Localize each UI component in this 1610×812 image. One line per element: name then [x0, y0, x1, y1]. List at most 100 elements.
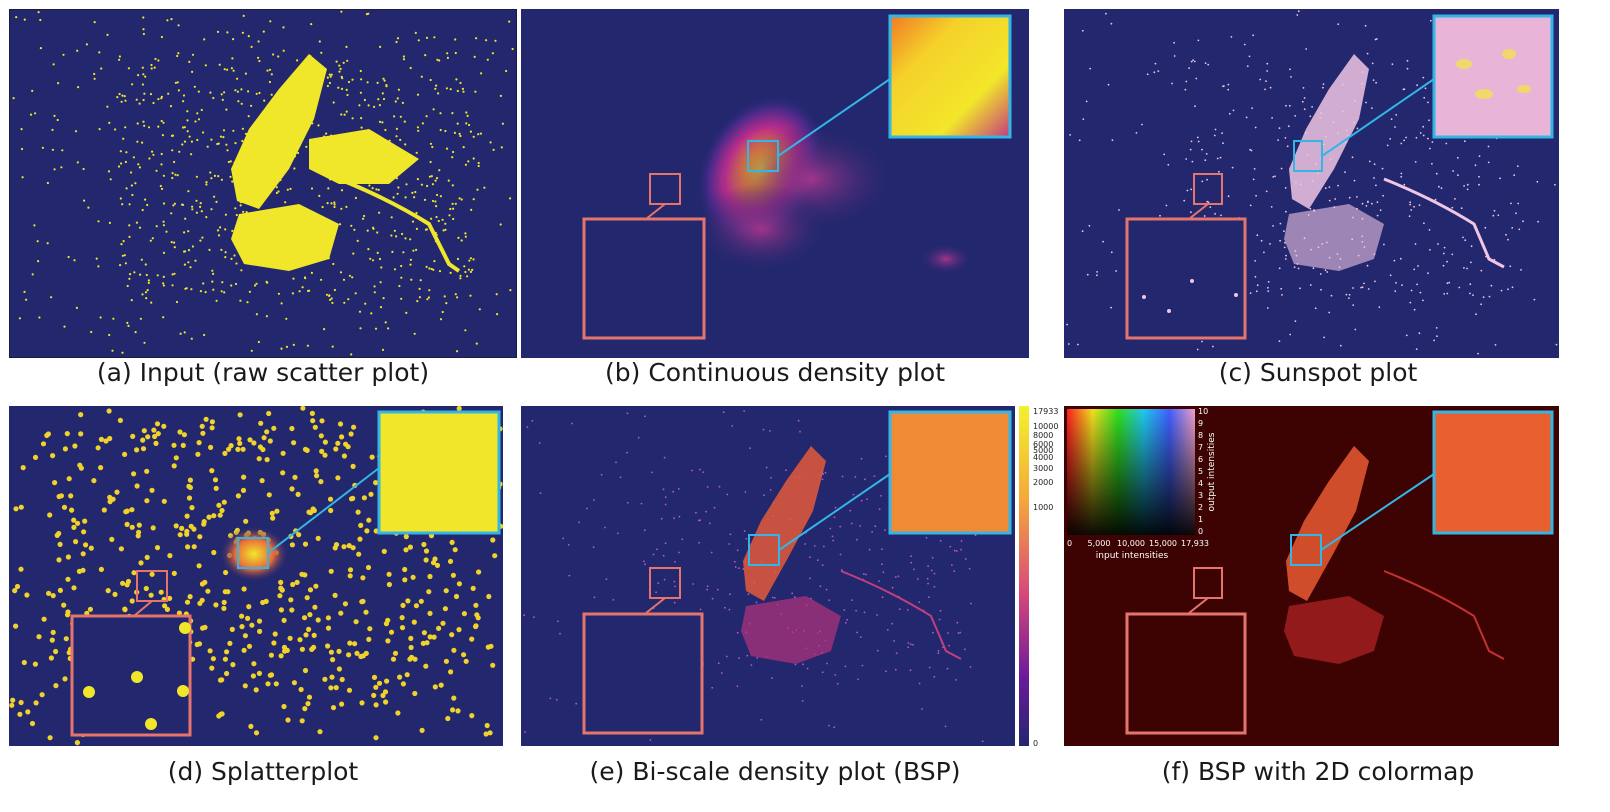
scatter-dot [318, 479, 324, 485]
scatter-dot [329, 75, 332, 78]
scatter-dot [56, 530, 62, 537]
scatter-dot [112, 317, 115, 320]
scatter-dot [1360, 286, 1363, 289]
scatter-dot [417, 39, 420, 42]
scatter-dot [338, 70, 341, 73]
scatter-dot [62, 53, 65, 56]
scatter-dot [375, 188, 378, 191]
scatter-dot [408, 635, 414, 641]
scatter-dot [856, 538, 858, 541]
scatter-dot [1403, 139, 1405, 142]
scatter-dot [898, 608, 901, 610]
scatter-dot [234, 142, 237, 145]
scatter-dot [318, 433, 324, 439]
scatter-dot [844, 665, 847, 668]
scatter-dot [78, 412, 84, 418]
scatter-dot [194, 259, 197, 262]
scatter-dot [1365, 101, 1367, 104]
scatter-dot [246, 643, 253, 649]
scatter-dot [1365, 205, 1368, 207]
scatter-dot [1555, 343, 1558, 346]
scatter-dot [523, 614, 526, 617]
scatter-dot [328, 81, 331, 85]
scatter-dot [347, 573, 353, 579]
scatter-dot [1196, 348, 1199, 351]
scatter-dot [486, 593, 492, 600]
scatter-dot [1405, 334, 1408, 337]
scatter-dot [472, 157, 475, 160]
scatter-dot [1115, 270, 1117, 272]
scatter-dot [957, 632, 960, 634]
scatter-dot [893, 640, 895, 642]
scatter-dot [15, 16, 18, 19]
scatter-dot [871, 530, 873, 533]
scatter-dot [134, 331, 137, 334]
scatter-dot [1435, 327, 1438, 329]
scatter-dot [313, 468, 319, 474]
scatter-dot [468, 259, 471, 262]
scatter-dot [612, 599, 615, 601]
scatter-dot [169, 105, 173, 108]
scatter-dot [83, 199, 86, 202]
scatter-dot [1248, 55, 1251, 58]
scatter-dot [910, 555, 912, 558]
scatter-dot [854, 476, 857, 478]
scatter-dot [655, 591, 657, 594]
scatter-dot [134, 447, 140, 453]
scatter-dot [1353, 179, 1356, 182]
scatter-dot [447, 558, 454, 564]
scatter-dot [220, 290, 223, 293]
scatter-dot [64, 612, 71, 618]
scatter-dot [203, 333, 206, 337]
scatter-dot [205, 183, 208, 186]
scatter-dot [137, 74, 140, 77]
scatter-dot [1209, 206, 1212, 209]
scatter-dot [964, 648, 966, 651]
scatter-dot [373, 291, 376, 294]
scatter-dot [381, 92, 384, 95]
scatter-dot [663, 456, 666, 459]
brooklyn-shape [231, 204, 339, 271]
scatter-dot [201, 519, 207, 525]
colormap-y-tick: 8 [1198, 431, 1203, 440]
scatter-dot [29, 113, 33, 116]
scatter-dot [170, 241, 173, 244]
scatter-dot [1463, 267, 1465, 269]
scatter-dot [351, 424, 357, 430]
scatter-dot [140, 437, 146, 443]
scatter-dot [1163, 153, 1166, 156]
scatter-dot [132, 156, 135, 159]
scatter-dot [179, 332, 182, 335]
scatter-dot [1283, 246, 1286, 249]
scatter-dot [1405, 136, 1407, 139]
scatter-dot [1354, 328, 1357, 331]
scatter-dot [317, 729, 323, 735]
scatter-dot [107, 170, 111, 173]
scatter-dot [144, 198, 147, 201]
scatter-dot [332, 592, 338, 598]
scatter-dot [785, 469, 787, 472]
scatter-dot [436, 625, 442, 631]
scatter-dot [242, 210, 245, 213]
scatter-dot [492, 148, 495, 151]
scatter-dot [99, 316, 102, 319]
scatter-dot [191, 544, 197, 550]
scatter-dot [229, 175, 232, 178]
scatter-dot [430, 175, 433, 178]
scatter-dot [162, 284, 165, 287]
scatter-dot [708, 522, 711, 525]
scatter-dot [304, 277, 307, 280]
scatter-dot [366, 636, 372, 642]
scatter-dot [167, 553, 173, 559]
scatter-dot [150, 63, 153, 67]
scatter-dot [1516, 165, 1519, 168]
scatter-dot [1466, 183, 1469, 186]
scatter-dot [106, 105, 109, 108]
scatter-dot [10, 697, 16, 703]
scatter-dot [479, 132, 482, 135]
scatter-dot [126, 284, 129, 288]
scatter-dot [927, 582, 929, 585]
scatter-dot [325, 625, 332, 631]
scatter-dot [410, 574, 416, 580]
scatter-dot [927, 596, 930, 598]
